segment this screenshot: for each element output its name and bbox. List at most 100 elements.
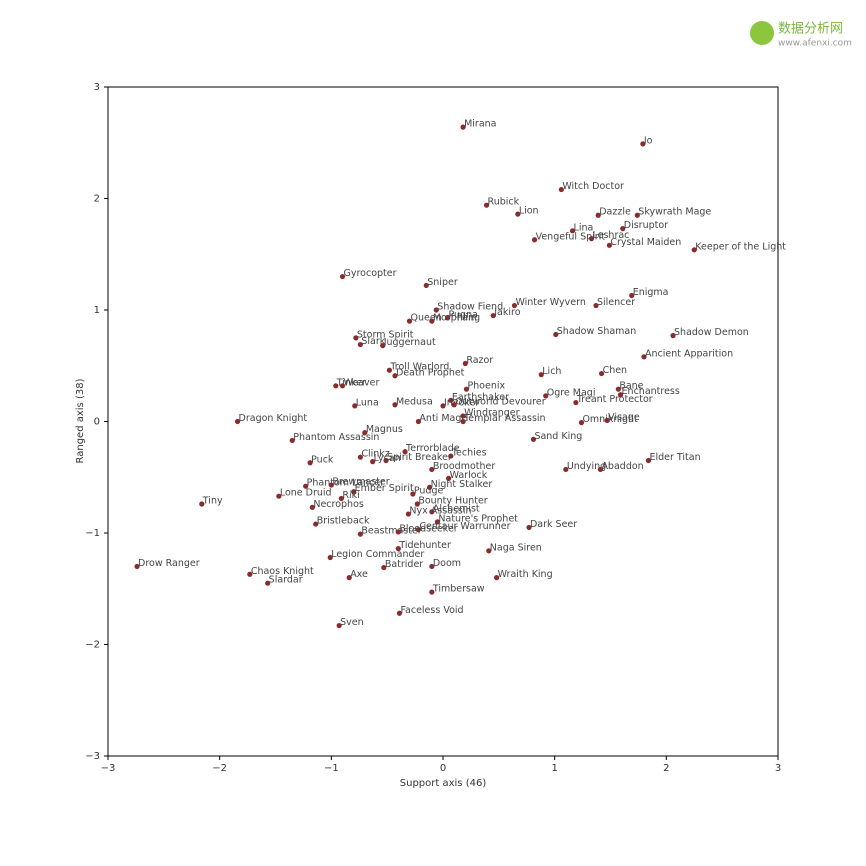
point-label: Nyx Assassin: [409, 506, 471, 517]
y-axis-label: Ranged axis (38): [75, 378, 86, 463]
x-tick-label: −3: [101, 763, 116, 774]
x-tick-label: −2: [212, 763, 227, 774]
point-label: Tiny: [202, 496, 223, 507]
point: [604, 417, 610, 423]
point-label: Faceless Void: [400, 605, 463, 616]
point-label: Chen: [603, 365, 628, 376]
point-label: Troll Warlord: [389, 362, 449, 373]
watermark-site: www.afenxi.com: [778, 39, 852, 49]
point: [392, 402, 398, 408]
point: [402, 449, 408, 455]
point-label: Abaddon: [601, 461, 643, 472]
point-label: Puck: [311, 454, 334, 465]
point: [670, 333, 676, 339]
point-label: Drow Ranger: [138, 558, 200, 569]
point: [427, 484, 433, 490]
point-label: Bane: [619, 381, 643, 392]
point: [415, 527, 422, 533]
point-label: Broodmother: [433, 461, 496, 472]
point-label: Juggernaut: [383, 337, 436, 348]
watermark-brand: 数据分析网: [778, 22, 843, 37]
point-label: Lone Druid: [280, 488, 332, 499]
point-label: Batrider: [385, 559, 423, 570]
point-label: Lycan: [374, 453, 401, 464]
point: [530, 436, 537, 442]
point-label: Queen of Pain: [411, 313, 477, 324]
point: [351, 489, 357, 495]
point: [448, 453, 454, 459]
point: [597, 466, 604, 473]
logo: [750, 21, 774, 45]
point: [346, 575, 352, 581]
point: [620, 226, 626, 232]
point-label: Invoker: [444, 397, 479, 408]
point: [494, 575, 500, 581]
point: [531, 237, 538, 243]
point-label: Shadow Shaman: [557, 326, 636, 337]
point-label: Techies: [451, 448, 487, 459]
point: [515, 211, 521, 217]
x-tick-label: 3: [775, 763, 781, 774]
x-tick-label: 0: [440, 763, 446, 774]
point-label: Enigma: [633, 287, 669, 298]
point: [433, 307, 439, 313]
point: [395, 529, 401, 535]
point-label: Legion Commander: [331, 549, 424, 560]
point: [339, 383, 346, 389]
point: [595, 212, 601, 218]
point: [396, 610, 403, 616]
point: [429, 509, 435, 515]
point: [593, 302, 599, 309]
point-label: Storm Spirit: [357, 329, 414, 340]
point: [617, 392, 624, 398]
point-label: Phantom Assassin: [293, 432, 379, 443]
point: [629, 292, 635, 299]
point: [265, 580, 271, 586]
point: [553, 331, 559, 338]
point: [381, 564, 387, 571]
point: [445, 475, 452, 481]
point-label: Outworld Devourer: [455, 396, 546, 407]
point: [410, 491, 416, 497]
point: [134, 563, 140, 570]
point-label: Sniper: [427, 277, 458, 288]
point-label: Magnus: [366, 424, 403, 435]
point: [641, 354, 647, 360]
point: [569, 228, 576, 234]
point-label: Spirit Breaker: [387, 452, 452, 463]
point: [328, 482, 334, 488]
point-label: Bounty Hunter: [418, 496, 487, 507]
point: [247, 571, 253, 577]
point: [543, 393, 549, 399]
point-label: Templar Assassin: [463, 413, 545, 424]
point-label: Ancient Apparition: [645, 348, 733, 359]
point-label: Shadow Demon: [674, 327, 749, 338]
y-tick-label: −3: [85, 751, 100, 762]
point: [615, 386, 621, 392]
point: [598, 370, 605, 377]
point: [406, 318, 413, 324]
point: [352, 403, 358, 409]
point-label: Riki: [342, 490, 359, 501]
point-label: Night Stalker: [431, 479, 493, 490]
point: [486, 548, 492, 554]
point-label: Jakiro: [493, 307, 520, 318]
point: [395, 546, 401, 552]
x-tick-label: −1: [324, 763, 339, 774]
point: [558, 186, 564, 193]
point: [276, 493, 282, 499]
point-label: Tinker: [336, 377, 366, 388]
point: [353, 335, 359, 341]
point: [460, 418, 466, 425]
point-label: Bloodseeker: [399, 523, 457, 534]
point: [634, 212, 640, 218]
y-tick-label: 0: [94, 417, 100, 428]
point: [357, 341, 363, 348]
point-label: Treant Protector: [576, 394, 653, 405]
point-label: Earthshaker: [452, 392, 509, 403]
point-label: Skywrath Mage: [638, 207, 711, 218]
point: [307, 460, 313, 466]
y-tick-label: −1: [85, 528, 100, 539]
point: [357, 531, 363, 537]
point: [333, 383, 339, 389]
